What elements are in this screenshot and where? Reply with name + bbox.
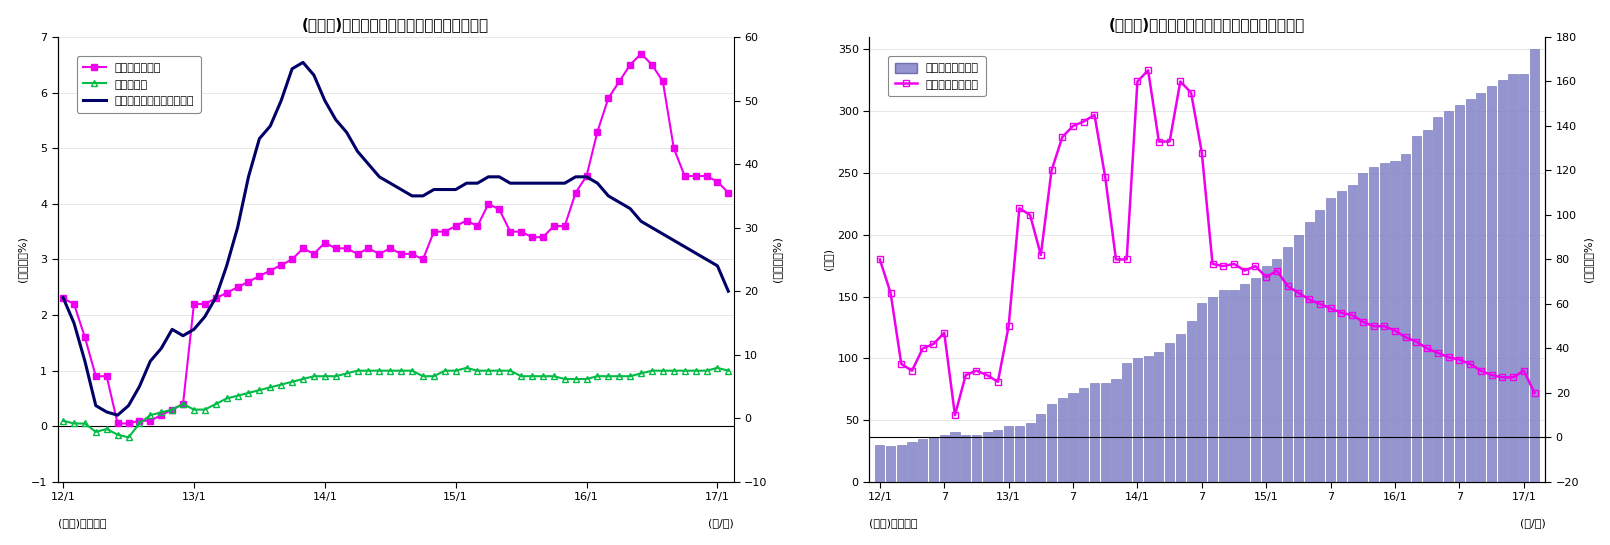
Bar bbox=[1488, 87, 1496, 482]
Legend: 日銀券発行残高, 貨幣流通高, マネタリーベース（右軸）: 日銀券発行残高, 貨幣流通高, マネタリーベース（右軸） bbox=[77, 56, 201, 113]
Bar bbox=[1380, 163, 1389, 482]
Bar bbox=[1348, 185, 1357, 482]
Bar bbox=[1476, 93, 1486, 482]
Bar bbox=[1401, 154, 1410, 482]
Bar bbox=[1412, 136, 1422, 482]
Legend: 日銀当座顀金残高, 同伸び率（右軸）: 日銀当座顀金残高, 同伸び率（右軸） bbox=[889, 56, 985, 96]
Bar bbox=[1208, 296, 1217, 482]
Bar bbox=[1090, 383, 1100, 482]
Bar bbox=[876, 445, 884, 482]
Bar bbox=[1272, 259, 1282, 482]
Bar bbox=[1520, 74, 1528, 482]
Bar bbox=[1122, 364, 1132, 482]
Bar bbox=[908, 443, 916, 482]
Text: (資料)日本銀行: (資料)日本銀行 bbox=[869, 518, 918, 528]
Bar bbox=[1530, 50, 1539, 482]
Bar bbox=[1014, 426, 1024, 482]
Bar bbox=[972, 435, 980, 482]
Bar bbox=[1315, 210, 1325, 482]
Bar bbox=[1079, 388, 1088, 482]
Bar bbox=[1230, 290, 1238, 482]
Bar bbox=[1262, 265, 1270, 482]
Bar bbox=[1455, 105, 1463, 482]
Bar bbox=[1497, 80, 1507, 482]
Bar bbox=[897, 445, 906, 482]
Bar bbox=[1046, 404, 1056, 482]
Bar bbox=[1444, 111, 1454, 482]
Bar bbox=[1465, 99, 1475, 482]
Bar bbox=[886, 446, 895, 482]
Bar bbox=[1336, 191, 1346, 482]
Bar bbox=[950, 432, 960, 482]
Text: (資料)日本銀行: (資料)日本銀行 bbox=[58, 518, 106, 528]
Bar bbox=[1187, 321, 1196, 482]
Bar bbox=[1154, 352, 1164, 482]
Bar bbox=[1005, 426, 1013, 482]
Bar bbox=[1294, 235, 1302, 482]
Bar bbox=[1509, 74, 1518, 482]
Bar bbox=[1037, 414, 1045, 482]
Y-axis label: (兆円): (兆円) bbox=[823, 249, 834, 270]
Y-axis label: (前年比、%): (前年比、%) bbox=[16, 237, 27, 282]
Bar bbox=[1251, 278, 1261, 482]
Bar bbox=[940, 435, 948, 482]
Y-axis label: (前年比、%): (前年比、%) bbox=[1583, 237, 1594, 282]
Bar bbox=[1359, 173, 1367, 482]
Title: (図表７)　日銀当座顀金残高（平残）と伸び率: (図表７) 日銀当座顀金残高（平残）と伸び率 bbox=[1109, 17, 1306, 32]
Bar bbox=[961, 435, 971, 482]
Bar bbox=[929, 438, 939, 482]
Bar bbox=[1166, 343, 1174, 482]
Bar bbox=[1391, 161, 1399, 482]
Bar bbox=[1026, 422, 1035, 482]
Bar bbox=[1198, 302, 1206, 482]
Bar bbox=[1368, 167, 1378, 482]
Bar bbox=[1283, 247, 1293, 482]
Bar bbox=[1433, 117, 1443, 482]
Bar bbox=[918, 439, 927, 482]
Bar bbox=[1101, 383, 1109, 482]
Bar bbox=[1219, 290, 1228, 482]
Text: (年/月): (年/月) bbox=[1520, 518, 1546, 528]
Bar bbox=[993, 430, 1003, 482]
Bar bbox=[1143, 356, 1153, 482]
Bar bbox=[1133, 358, 1141, 482]
Bar bbox=[1327, 198, 1335, 482]
Bar bbox=[1240, 284, 1249, 482]
Bar bbox=[1304, 222, 1314, 482]
Bar bbox=[1175, 334, 1185, 482]
Bar bbox=[982, 432, 992, 482]
Bar bbox=[1111, 379, 1121, 482]
Y-axis label: (前年比、%): (前年比、%) bbox=[771, 237, 782, 282]
Bar bbox=[1058, 398, 1067, 482]
Bar bbox=[1069, 393, 1077, 482]
Title: (図表６)　マネタリーベース伸び率（平残）: (図表６) マネタリーベース伸び率（平残） bbox=[303, 17, 489, 32]
Text: (年/月): (年/月) bbox=[708, 518, 734, 528]
Bar bbox=[1423, 130, 1431, 482]
